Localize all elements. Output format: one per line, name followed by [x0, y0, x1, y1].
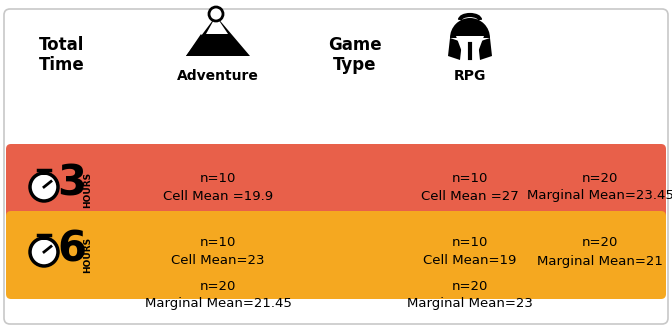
Polygon shape	[456, 36, 484, 52]
Text: n=20: n=20	[582, 172, 618, 184]
Text: HOURS: HOURS	[83, 172, 93, 208]
Text: Marginal Mean=21.45: Marginal Mean=21.45	[144, 296, 292, 310]
Text: Marginal Mean=23.45: Marginal Mean=23.45	[527, 189, 672, 203]
FancyBboxPatch shape	[6, 211, 666, 299]
Wedge shape	[450, 18, 490, 38]
Polygon shape	[206, 16, 228, 34]
Polygon shape	[186, 16, 250, 56]
Text: Cell Mean=19: Cell Mean=19	[423, 254, 517, 268]
Text: n=20: n=20	[200, 280, 236, 293]
Circle shape	[30, 173, 58, 201]
Text: Cell Mean=23: Cell Mean=23	[171, 254, 265, 268]
Polygon shape	[448, 38, 462, 60]
FancyBboxPatch shape	[40, 234, 48, 240]
Text: n=20: n=20	[582, 237, 618, 249]
FancyBboxPatch shape	[40, 169, 48, 175]
Circle shape	[209, 7, 223, 21]
Text: Total
Time: Total Time	[39, 36, 85, 74]
Text: n=10: n=10	[200, 172, 236, 184]
Text: HOURS: HOURS	[83, 237, 93, 273]
Text: Cell Mean =27: Cell Mean =27	[421, 189, 519, 203]
Text: 3: 3	[58, 163, 87, 205]
Text: Adventure: Adventure	[177, 69, 259, 83]
Circle shape	[30, 238, 58, 266]
Text: n=20: n=20	[452, 280, 488, 293]
Polygon shape	[478, 38, 492, 60]
Text: n=10: n=10	[452, 237, 488, 249]
Text: Cell Mean =19.9: Cell Mean =19.9	[163, 189, 273, 203]
Polygon shape	[186, 34, 216, 56]
FancyBboxPatch shape	[6, 144, 666, 236]
Text: Marginal Mean=21: Marginal Mean=21	[537, 254, 663, 268]
Text: Marginal Mean=23: Marginal Mean=23	[407, 296, 533, 310]
Text: RPG: RPG	[454, 69, 486, 83]
Text: n=10: n=10	[452, 172, 488, 184]
Text: Game
Type: Game Type	[328, 36, 382, 74]
Text: 6: 6	[58, 228, 87, 270]
Text: n=10: n=10	[200, 237, 236, 249]
FancyBboxPatch shape	[4, 9, 668, 324]
